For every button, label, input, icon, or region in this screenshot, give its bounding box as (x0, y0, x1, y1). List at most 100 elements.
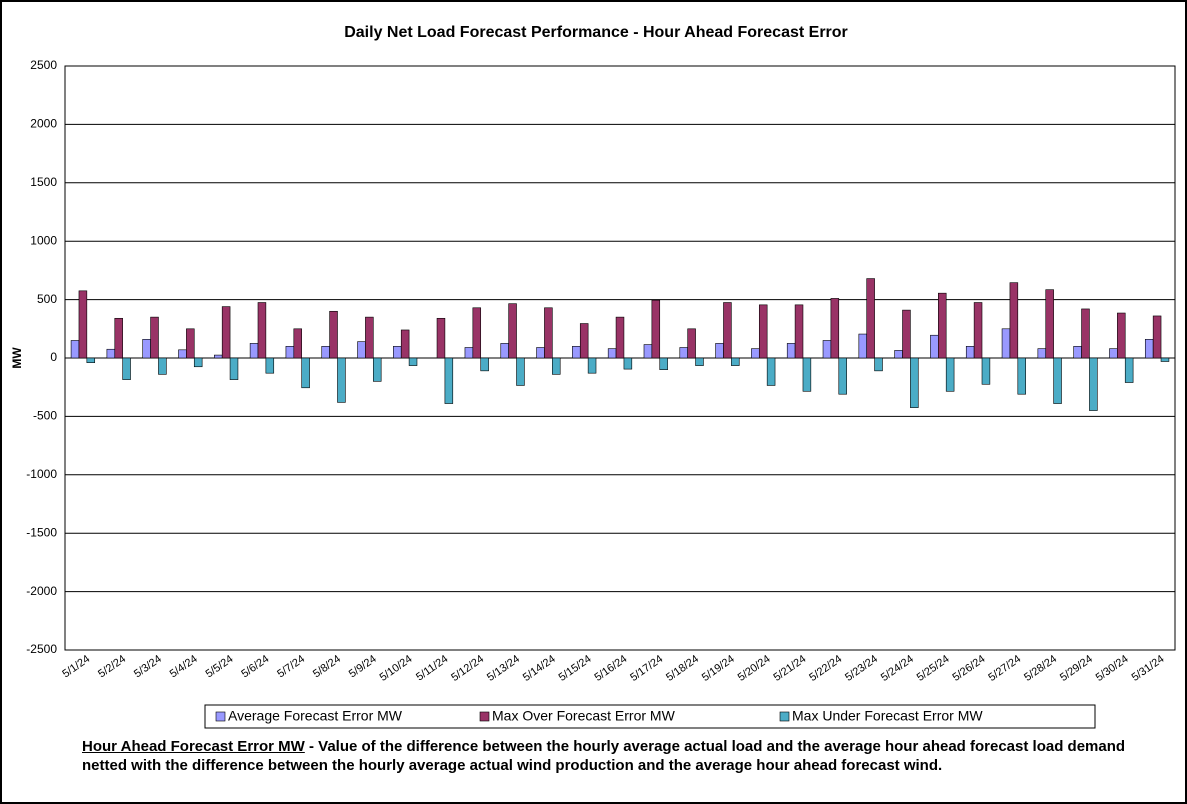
bar (436, 317, 446, 359)
y-tick-label: 2000 (30, 117, 57, 131)
y-tick-label: 1000 (30, 233, 57, 247)
bar (301, 357, 310, 389)
bar (607, 348, 617, 359)
bar (536, 347, 545, 359)
bar (659, 357, 668, 370)
legend-swatch (779, 711, 790, 722)
bar (249, 343, 259, 359)
bar (1117, 312, 1126, 359)
bar (265, 357, 275, 374)
bar (1152, 315, 1162, 359)
legend-swatch (215, 711, 226, 722)
bar (472, 307, 482, 359)
bar (945, 357, 955, 392)
bar (516, 357, 525, 386)
bar (329, 310, 338, 359)
bar (973, 302, 983, 359)
y-tick-label: 0 (50, 350, 57, 364)
plot-border (64, 65, 1176, 651)
bar (894, 350, 903, 359)
bar (651, 299, 661, 359)
bar (1124, 357, 1134, 383)
bar (400, 329, 410, 359)
bar (1045, 289, 1054, 359)
bar (930, 334, 939, 359)
bar (731, 357, 740, 366)
bar (372, 357, 382, 382)
bar (70, 340, 80, 359)
bar (874, 357, 883, 372)
bar (902, 309, 911, 359)
y-tick-label: -1000 (26, 467, 57, 481)
bar (572, 346, 581, 359)
bar (1001, 328, 1011, 359)
bar (221, 306, 231, 359)
legend-swatch (479, 711, 490, 722)
bar (623, 357, 633, 370)
bar (981, 357, 991, 385)
bar (766, 357, 776, 386)
bar (229, 357, 239, 380)
bar (679, 347, 688, 359)
bar (1109, 348, 1118, 359)
bar (1160, 357, 1170, 362)
bar (114, 317, 123, 359)
bar (552, 357, 561, 375)
bar (293, 328, 302, 359)
bar (193, 357, 203, 368)
footnote: Hour Ahead Forecast Error MW - Value of … (82, 737, 1142, 775)
bar (86, 357, 96, 363)
bar (587, 357, 597, 374)
bar (802, 357, 812, 392)
bar (357, 341, 366, 359)
bar (938, 292, 947, 359)
bar (866, 278, 875, 359)
bar (500, 343, 509, 359)
bar (122, 357, 131, 380)
bar (910, 357, 919, 408)
bar (794, 304, 804, 359)
footnote-text: - Value of the difference between the ho… (82, 738, 1126, 774)
bar (1053, 357, 1062, 404)
bar (786, 343, 796, 359)
bar (158, 357, 167, 375)
bar (321, 346, 330, 359)
bar (715, 343, 724, 359)
bar (1144, 339, 1154, 359)
bar (758, 304, 768, 359)
bar (579, 323, 589, 359)
bar (751, 348, 760, 359)
legend-box (204, 704, 1096, 729)
bar (480, 357, 489, 372)
y-tick-label: -2000 (26, 584, 57, 598)
bar (687, 328, 696, 359)
bar (186, 328, 195, 359)
bar (615, 316, 625, 359)
y-tick-label: 2500 (30, 58, 57, 72)
bar (408, 357, 418, 366)
bar (464, 347, 474, 359)
bar (1073, 346, 1082, 359)
bar (257, 302, 267, 359)
y-tick-label: 500 (37, 292, 57, 306)
legend-label: Average Forecast Error MW (228, 708, 403, 724)
bar (214, 354, 223, 359)
y-tick-label: -1500 (26, 525, 57, 539)
bar (1089, 357, 1098, 411)
bar (285, 346, 295, 359)
bar (822, 340, 832, 359)
bar (838, 357, 847, 395)
y-tick-label: 1500 (30, 175, 57, 189)
y-tick-label: -2500 (26, 642, 57, 656)
bar (723, 302, 732, 359)
footnote-label: Hour Ahead Forecast Error MW (82, 738, 305, 755)
legend-label: Max Over Forecast Error MW (492, 708, 676, 724)
bar (1017, 357, 1026, 395)
bar (643, 344, 653, 359)
y-axis-label: MW (10, 347, 24, 369)
legend-label: Max Under Forecast Error MW (792, 708, 983, 724)
bar (858, 333, 868, 359)
bar (544, 307, 553, 359)
